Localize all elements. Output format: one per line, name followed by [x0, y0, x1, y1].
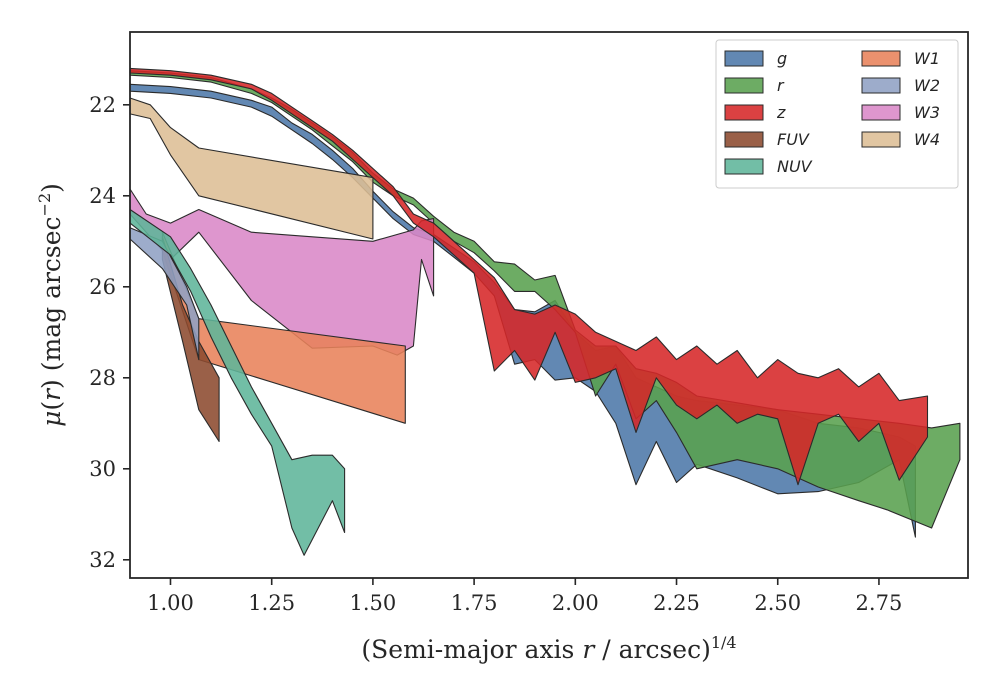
series-layer — [129, 67, 961, 556]
series-band-nuv — [129, 208, 346, 556]
legend-swatch — [724, 50, 764, 67]
y-tick-label: 22 — [89, 93, 116, 117]
x-axis-label: (Semi-major axis r / arcsec)1/4 — [361, 633, 736, 664]
y-tick-label: 28 — [89, 366, 116, 390]
legend-swatch — [861, 104, 901, 121]
x-axis-label-var: r — [582, 635, 596, 664]
legend-swatch — [861, 50, 901, 67]
y-axis-label: μ(r) (mag arcsec−2) — [35, 183, 66, 427]
legend-swatch — [861, 131, 901, 148]
legend-label: W2 — [914, 76, 940, 95]
legend-swatch — [724, 77, 764, 94]
x-tick-label: 1.75 — [451, 591, 498, 615]
legend-label: W4 — [914, 130, 940, 149]
y-axis-label-open: ( — [37, 401, 66, 411]
x-tick-label: 1.00 — [147, 591, 194, 615]
series-band-w3 — [129, 188, 435, 356]
x-axis-label-main: (Semi-major axis — [361, 635, 582, 664]
legend-item-fuv: FUV — [724, 130, 810, 149]
y-tick-label: 26 — [89, 275, 116, 299]
legend-swatch — [724, 158, 764, 175]
series-band-w4 — [129, 97, 374, 240]
x-tick-label: 2.25 — [653, 591, 700, 615]
legend-item-z: z — [724, 103, 786, 122]
x-tick-label: 1.25 — [248, 591, 295, 615]
legend-item-r: r — [724, 76, 785, 95]
legend-item-w1: W1 — [861, 49, 940, 68]
x-axis-label-sup: 1/4 — [711, 633, 737, 652]
x-tick-label: 2.75 — [856, 591, 903, 615]
x-axis-ticks: 1.00 1.25 1.50 1.75 2.00 2.25 2.50 2.75 — [147, 578, 902, 615]
legend-item-g: g — [724, 49, 787, 68]
y-axis-label-close: ) — [37, 379, 66, 389]
x-tick-label: 1.50 — [350, 591, 397, 615]
legend-label: r — [777, 76, 785, 95]
legend-item-w3: W3 — [861, 103, 940, 122]
x-tick-label: 2.00 — [552, 591, 599, 615]
y-axis-label-end: ) — [37, 183, 66, 193]
legend-label: W1 — [914, 49, 940, 68]
plot-frame — [129, 31, 969, 579]
y-axis-label-rest: (mag arcsec — [37, 216, 66, 379]
x-axis-label-rest: / arcsec) — [594, 635, 711, 664]
legend-swatch — [724, 131, 764, 148]
y-tick-label: 24 — [89, 184, 116, 208]
legend-label: g — [777, 49, 787, 68]
legend-label: W3 — [914, 103, 940, 122]
series-band-w2 — [129, 227, 200, 361]
series-band-z — [129, 67, 929, 486]
y-tick-label: 32 — [89, 548, 116, 572]
legend-swatch — [861, 77, 901, 94]
legend-item-w2: W2 — [861, 76, 940, 95]
y-axis-label-mu: μ — [37, 411, 66, 427]
legend-label: z — [776, 103, 786, 122]
legend-box — [715, 39, 959, 189]
legend-item-nuv: NUV — [724, 157, 813, 176]
x-tick-label: 2.50 — [754, 591, 801, 615]
legend: grz FUV NUV W1 W2 W3 W4 — [715, 39, 959, 189]
legend-item-w4: W4 — [861, 130, 940, 149]
legend-label: FUV — [777, 130, 810, 149]
y-axis-label-sup: −2 — [35, 193, 54, 217]
y-axis-ticks: 22 24 26 28 30 32 — [89, 93, 130, 572]
legend-swatch — [724, 104, 764, 121]
y-axis-label-var: r — [37, 387, 66, 401]
y-tick-label: 30 — [89, 457, 116, 481]
legend-label: NUV — [777, 157, 813, 176]
